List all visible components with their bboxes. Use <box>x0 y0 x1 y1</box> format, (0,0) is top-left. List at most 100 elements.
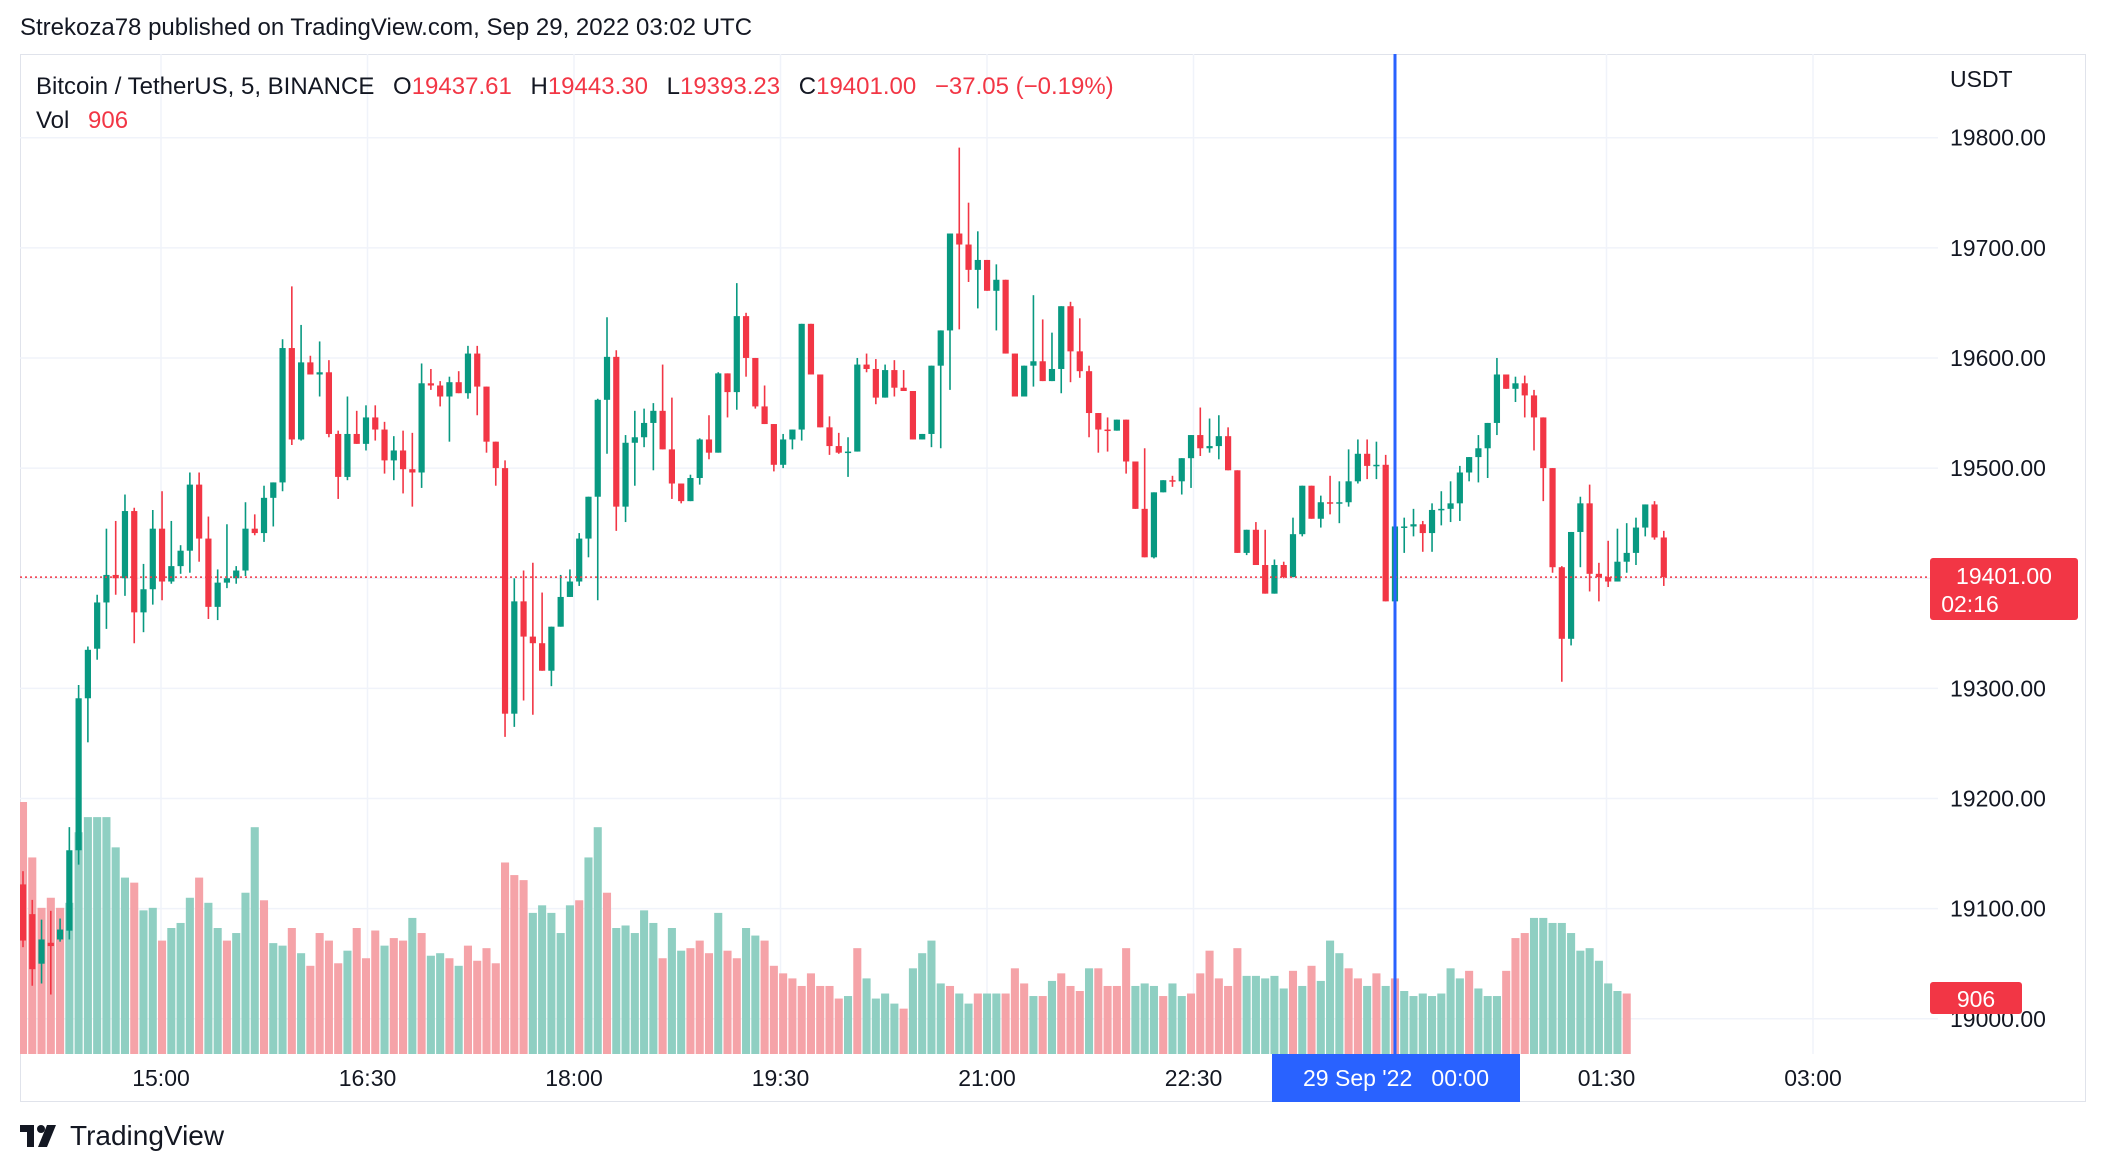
candle-body[interactable] <box>817 374 824 428</box>
candle-body[interactable] <box>270 482 277 498</box>
candle-body[interactable] <box>1586 503 1593 574</box>
candle-body[interactable] <box>993 279 1000 291</box>
candle-body[interactable] <box>446 382 453 397</box>
candle-body[interactable] <box>1475 448 1482 458</box>
candle-body[interactable] <box>752 357 759 407</box>
candle-body[interactable] <box>214 582 221 607</box>
candle-body[interactable] <box>94 602 101 649</box>
candle-body[interactable] <box>789 429 796 440</box>
candle-body[interactable] <box>1503 374 1510 389</box>
candle-body[interactable] <box>1521 383 1528 396</box>
candle-body[interactable] <box>260 497 268 534</box>
candle-body[interactable] <box>1484 422 1491 449</box>
candle-body[interactable] <box>1289 534 1297 578</box>
tradingview-logo-icon[interactable] <box>20 1125 60 1147</box>
candle-body[interactable] <box>1549 468 1556 568</box>
candle-body[interactable] <box>177 550 184 567</box>
chart-canvas[interactable]: USDT 19800.00 19700.00 19600.00 19500.00 194… <box>20 54 2086 1102</box>
candle-body[interactable] <box>1206 446 1213 449</box>
candle-body[interactable] <box>548 626 555 671</box>
candle-body[interactable] <box>307 362 314 375</box>
candle-body[interactable] <box>1345 481 1352 503</box>
candle-body[interactable] <box>84 649 91 699</box>
candle-body[interactable] <box>1030 361 1037 366</box>
candle-body[interactable] <box>1132 461 1139 509</box>
candle-body[interactable] <box>1410 524 1417 527</box>
candle-body[interactable] <box>1058 306 1065 369</box>
candle-body[interactable] <box>900 387 907 392</box>
candle-body[interactable] <box>1308 485 1315 519</box>
candle-body[interactable] <box>158 528 166 582</box>
candle-body[interactable] <box>585 496 592 539</box>
time-axis[interactable]: 15:00 16:30 18:00 19:30 21:00 22:30 01:30 03:00 <box>132 1065 1842 1091</box>
candle-body[interactable] <box>418 383 425 473</box>
candle-body[interactable] <box>1048 368 1056 382</box>
candle-body[interactable] <box>75 698 82 851</box>
candle-body[interactable] <box>844 451 852 454</box>
candle-body[interactable] <box>1317 502 1324 519</box>
candle-body[interactable] <box>1215 436 1222 447</box>
candle-body[interactable] <box>1141 508 1148 558</box>
candle-body[interactable] <box>715 373 722 453</box>
legend-vol-label[interactable]: Vol <box>36 107 70 134</box>
candle-body[interactable] <box>724 373 731 393</box>
candle-body[interactable] <box>1197 435 1204 449</box>
candle-body[interactable] <box>1243 529 1250 553</box>
candle-body[interactable] <box>121 511 129 579</box>
candle-body[interactable] <box>168 566 175 582</box>
candle-body[interactable] <box>882 370 889 398</box>
candle-body[interactable] <box>1623 552 1630 562</box>
candle-body[interactable] <box>1428 509 1436 534</box>
candle-body[interactable] <box>826 427 833 447</box>
candle-body[interactable] <box>1280 565 1287 578</box>
candle-body[interactable] <box>353 433 360 444</box>
candle-body[interactable] <box>566 581 574 597</box>
candle-body[interactable] <box>1169 480 1176 482</box>
candle-body[interactable] <box>20 884 27 941</box>
candle-body[interactable] <box>854 364 861 452</box>
candle-body[interactable] <box>362 417 370 444</box>
candle-body[interactable] <box>1225 436 1232 471</box>
candle-body[interactable] <box>455 382 462 394</box>
candle-body[interactable] <box>909 391 917 440</box>
candle-body[interactable] <box>233 570 240 579</box>
candle-body[interactable] <box>251 528 258 534</box>
candle-body[interactable] <box>149 528 156 590</box>
candle-body[interactable] <box>807 323 815 375</box>
candle-body[interactable] <box>946 233 954 331</box>
candle-body[interactable] <box>1605 577 1612 582</box>
candle-body[interactable] <box>325 372 333 434</box>
candle-body[interactable] <box>1493 374 1501 423</box>
candle-body[interactable] <box>1364 453 1371 466</box>
legend-symbol[interactable]: Bitcoin / TetherUS, 5, BINANCE <box>36 73 375 100</box>
candle-body[interactable] <box>427 383 434 386</box>
candle-body[interactable] <box>733 316 740 393</box>
candle-body[interactable] <box>381 429 388 461</box>
candle-body[interactable] <box>1419 524 1426 534</box>
candle-body[interactable] <box>761 406 768 425</box>
candle-body[interactable] <box>539 643 546 671</box>
candle-body[interactable] <box>140 589 147 613</box>
candle-body[interactable] <box>1095 413 1102 430</box>
candle-body[interactable] <box>298 362 305 440</box>
candle-body[interactable] <box>1002 279 1009 354</box>
candle-body[interactable] <box>242 528 249 571</box>
candle-body[interactable] <box>687 478 694 502</box>
candle-body[interactable] <box>1085 371 1093 414</box>
candle-body[interactable] <box>66 850 73 931</box>
candle-body[interactable] <box>103 574 110 603</box>
candle-body[interactable] <box>1076 351 1083 372</box>
candle-body[interactable] <box>1466 457 1473 473</box>
candle-body[interactable] <box>511 601 518 714</box>
candle-body[interactable] <box>1039 361 1046 382</box>
candle-body[interactable] <box>956 233 963 245</box>
candle-body[interactable] <box>437 385 444 397</box>
candle-body[interactable] <box>131 511 138 613</box>
candle-body[interactable] <box>631 437 638 443</box>
candle-body[interactable] <box>520 601 527 637</box>
candle-body[interactable] <box>316 372 323 375</box>
candle-body[interactable] <box>696 439 703 479</box>
candle-body[interactable] <box>464 353 472 394</box>
candle-body[interactable] <box>1438 508 1445 511</box>
candle-body[interactable] <box>557 596 564 627</box>
